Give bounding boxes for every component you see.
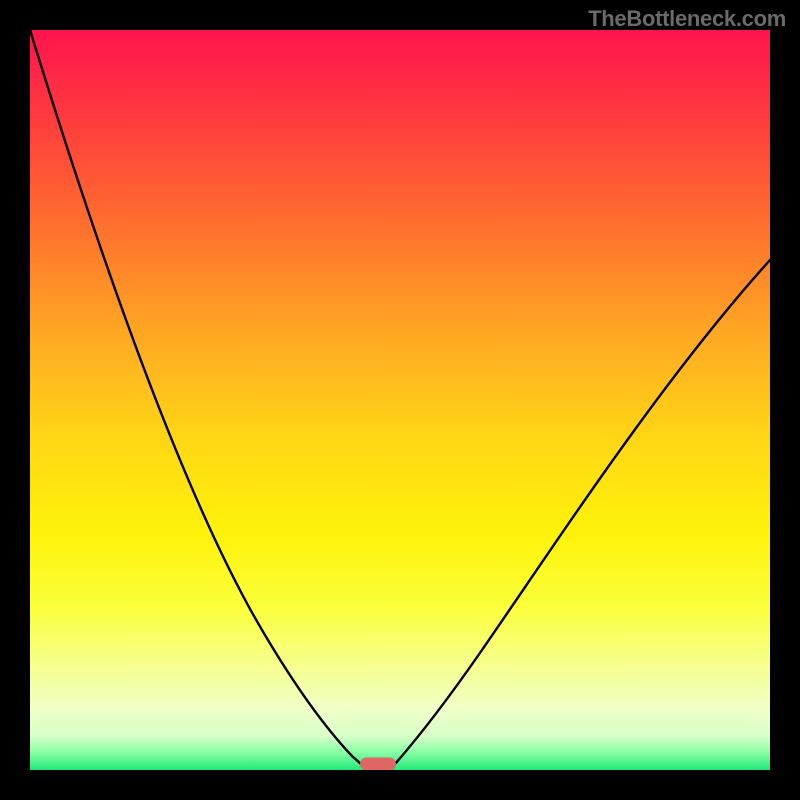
curve-right: [395, 260, 770, 764]
bottleneck-marker: [360, 758, 396, 771]
curve-left: [30, 30, 361, 764]
curves-layer: [30, 30, 770, 770]
plot-area: [30, 30, 770, 770]
watermark: TheBottleneck.com: [588, 6, 786, 32]
